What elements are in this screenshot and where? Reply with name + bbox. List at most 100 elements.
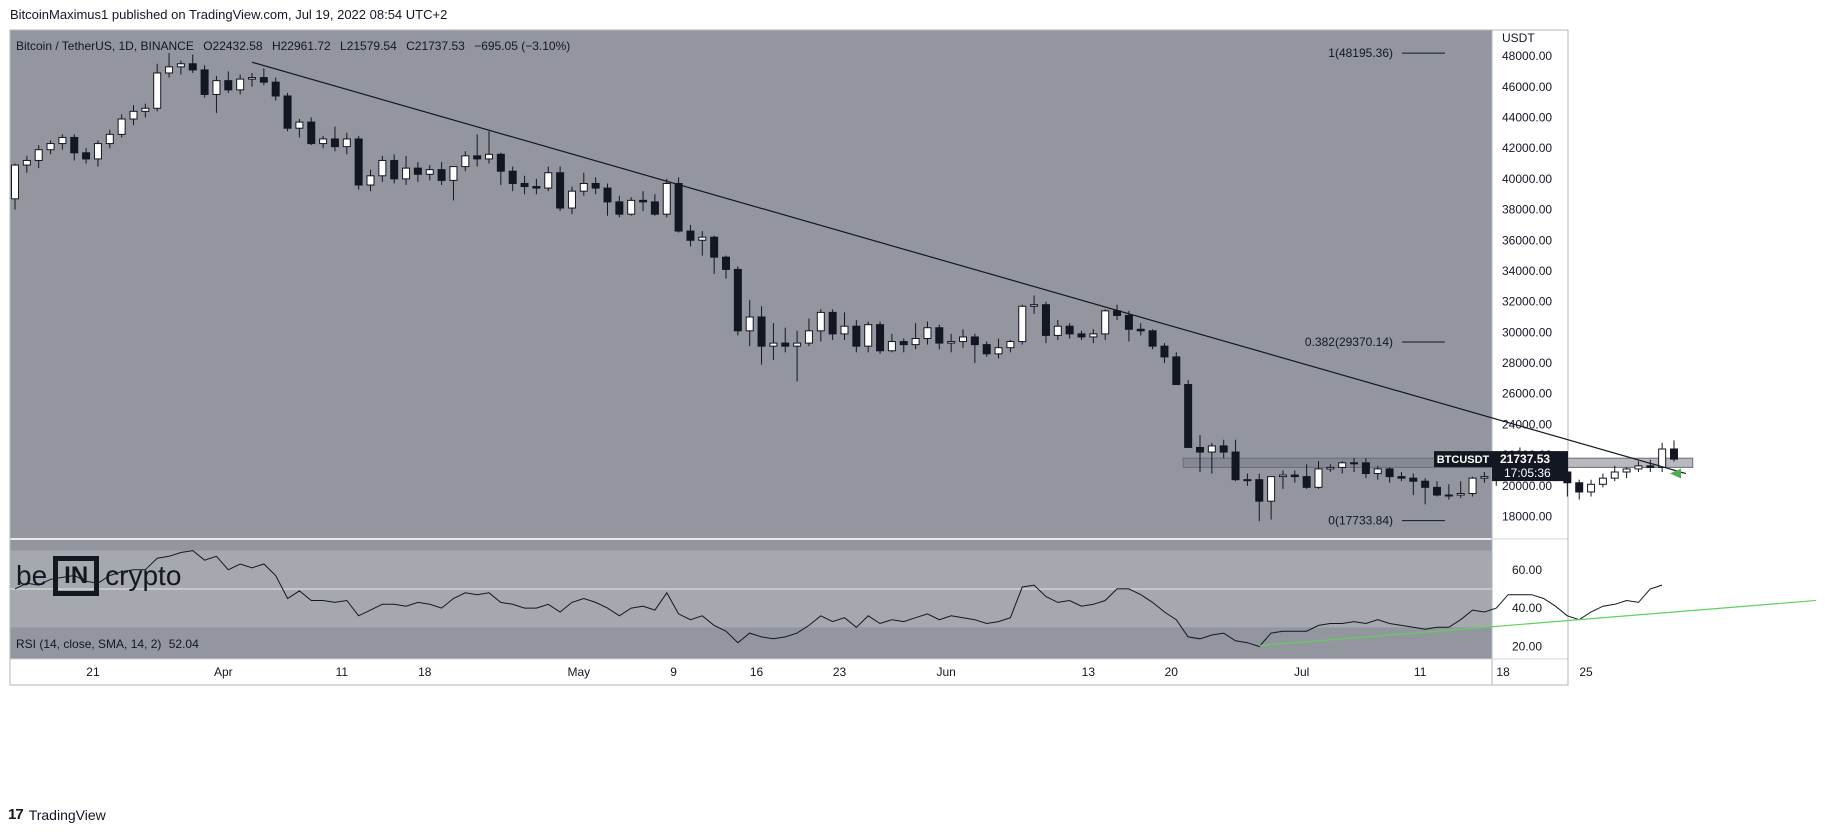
candle-body [970, 336, 979, 346]
rsi-tick-label: 20.00 [1512, 640, 1542, 654]
candle-body [34, 149, 43, 161]
candle-body [259, 77, 268, 83]
candle-body [1219, 445, 1228, 453]
candle-body [390, 159, 399, 180]
price-tick-label: 48000.00 [1502, 49, 1552, 63]
time-tick-label: Jun [936, 665, 955, 679]
candle-body [1598, 477, 1607, 485]
candle-body [1231, 451, 1240, 481]
candle-body [378, 159, 387, 177]
time-tick-label: 13 [1082, 665, 1096, 679]
candle-body [591, 182, 600, 189]
candle-body [176, 63, 185, 68]
price-tick-label: 30000.00 [1502, 325, 1552, 339]
candle-body [82, 152, 91, 160]
currency-label: USDT [1502, 31, 1535, 45]
rsi-label[interactable]: RSI (14, close, SMA, 14, 2) [16, 637, 162, 651]
price-tick-label: 24000.00 [1502, 417, 1552, 431]
last-price-tag: 21737.53 [1500, 452, 1550, 466]
candle-body [911, 337, 920, 346]
candle-body [1421, 480, 1430, 488]
low-value: 21579.54 [346, 39, 397, 53]
candle-body [864, 324, 873, 347]
candle-body [544, 172, 553, 189]
candle-body [674, 182, 683, 232]
candle-body [579, 182, 588, 192]
descending-trendline [251, 61, 1687, 475]
candle-body [402, 167, 411, 180]
candle-body [1077, 333, 1086, 338]
candle-body [650, 201, 659, 215]
candle-body [532, 186, 541, 189]
chart-frame [9, 29, 1569, 686]
candle-body [959, 336, 967, 343]
candle-body [1409, 477, 1418, 482]
candle-body [1065, 325, 1074, 335]
symbol-tag-bg [1434, 451, 1492, 468]
candle-body [1361, 462, 1370, 475]
rsi-tick-label: 60.00 [1512, 563, 1542, 577]
price-tick-label: 20000.00 [1502, 479, 1552, 493]
price-tick-label: 34000.00 [1502, 264, 1552, 278]
candle-body [58, 136, 67, 145]
last-price-tag-bg [1492, 451, 1568, 482]
symbol-tag: BTCUSDT [1437, 454, 1490, 466]
fib-level-label: 0(17733.84) [1328, 514, 1393, 528]
candle-body [70, 136, 79, 154]
candle-body [710, 236, 719, 258]
time-tick-label: Jul [1294, 665, 1309, 679]
candle-body [330, 138, 339, 148]
candle-body [366, 175, 375, 186]
candle-body [461, 155, 470, 168]
candle-body [828, 311, 837, 335]
publisher-caption: BitcoinMaximus1 published on TradingView… [10, 7, 448, 22]
candle-body [1018, 305, 1027, 343]
candle-body [1444, 494, 1453, 497]
candle-body [982, 344, 991, 355]
candle-body [200, 69, 209, 95]
candle-body [224, 80, 233, 91]
symbol-name[interactable]: Bitcoin / TetherUS, 1D, BINANCE [16, 39, 194, 53]
candle-body [520, 182, 529, 188]
high-label: H [271, 39, 281, 53]
open-value: 22432.58 [212, 39, 263, 53]
candle-body [1385, 468, 1394, 478]
candle-body [1622, 468, 1631, 473]
candle-body [295, 121, 304, 129]
candle-body [1148, 330, 1157, 347]
price-tick-label: 44000.00 [1502, 110, 1552, 124]
ohlc-legend: Bitcoin / TetherUS, 1D, BINANCE O22432.5… [16, 39, 570, 53]
change-value: −695.05 (−3.10%) [474, 39, 571, 53]
logo-text-left: be [16, 560, 48, 591]
candle-body [307, 121, 316, 145]
candle-body [141, 107, 150, 112]
candle-body [105, 133, 114, 145]
candle-body [485, 153, 493, 160]
candle-body [1670, 448, 1678, 460]
price-tick-label: 42000.00 [1502, 141, 1552, 155]
logo-text-right: crypto [105, 560, 182, 591]
candle-body [11, 164, 19, 200]
candle-body [1373, 468, 1382, 475]
candle-body [567, 190, 576, 209]
candle-body [236, 78, 245, 91]
candle-body [1030, 304, 1039, 307]
candle-body [816, 311, 825, 332]
countdown-tag: 17:05:36 [1504, 466, 1551, 480]
price-tick-label: 32000.00 [1502, 295, 1552, 309]
fib-level-label: 1(48195.36) [1328, 46, 1393, 60]
candle-body [1255, 479, 1264, 502]
candle-body [1350, 462, 1359, 465]
time-tick-label: 23 [833, 665, 847, 679]
time-tick-label: 11 [1414, 665, 1427, 679]
price-tick-label: 28000.00 [1502, 356, 1552, 370]
footer-brand[interactable]: TradingView [28, 806, 106, 823]
candle-body [1587, 483, 1596, 493]
candle-body [1136, 328, 1145, 332]
candle-body [165, 66, 174, 74]
candle-body [1184, 384, 1193, 448]
candle-body [1243, 479, 1252, 482]
candle-body [1338, 462, 1347, 468]
logo-box: IN [53, 556, 100, 596]
